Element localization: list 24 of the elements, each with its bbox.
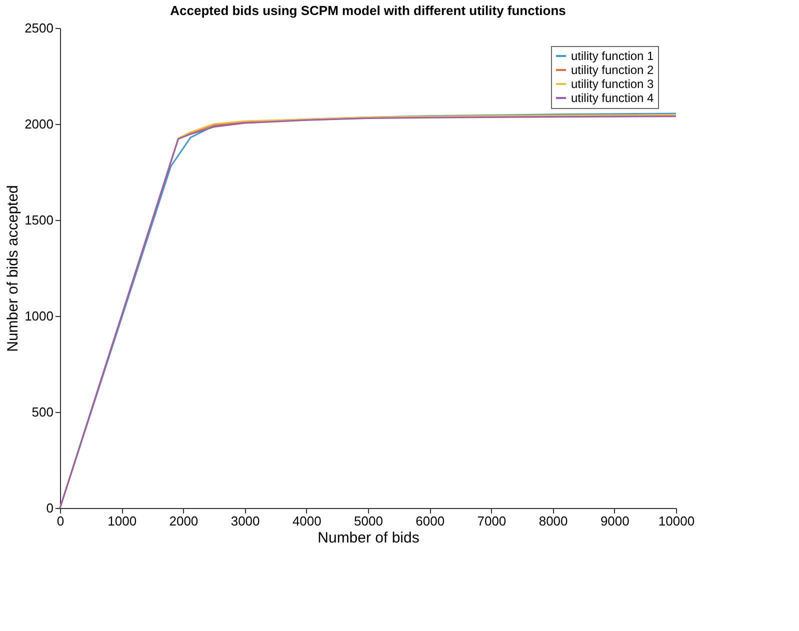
x-tick-label: 0 [56,514,64,528]
x-tick-label: 1000 [108,514,137,528]
y-tick-label: 2500 [24,20,54,36]
x-axis-title: Number of bids [318,530,420,546]
x-tick-label: 3000 [230,514,260,528]
x-tick-label: 7000 [477,514,506,528]
legend-label: utility function 1 [571,49,654,63]
y-axis-title: Number of bids accepted [4,185,22,352]
chart-title: Accepted bids using SCPM model with different utility functions [170,3,566,18]
y-tick-label: 500 [32,404,54,420]
y-tick-label: 0 [46,500,54,516]
x-tick-label: 5000 [354,514,383,528]
y-tick-label: 1500 [24,212,54,228]
legend-label: utility function 2 [571,63,654,77]
x-tick-label: 4000 [292,514,322,528]
y-tick-label: 2000 [24,116,54,132]
legend-label: utility function 3 [571,77,654,91]
x-tick-label: 8000 [538,514,568,528]
x-tick-label: 6000 [416,514,445,528]
legend-label: utility function 4 [571,91,654,105]
y-tick-label: 1000 [24,308,54,324]
x-tick-label: 9000 [600,514,630,528]
x-tick-label: 10000 [658,514,695,528]
x-tick-label: 2000 [169,514,198,528]
